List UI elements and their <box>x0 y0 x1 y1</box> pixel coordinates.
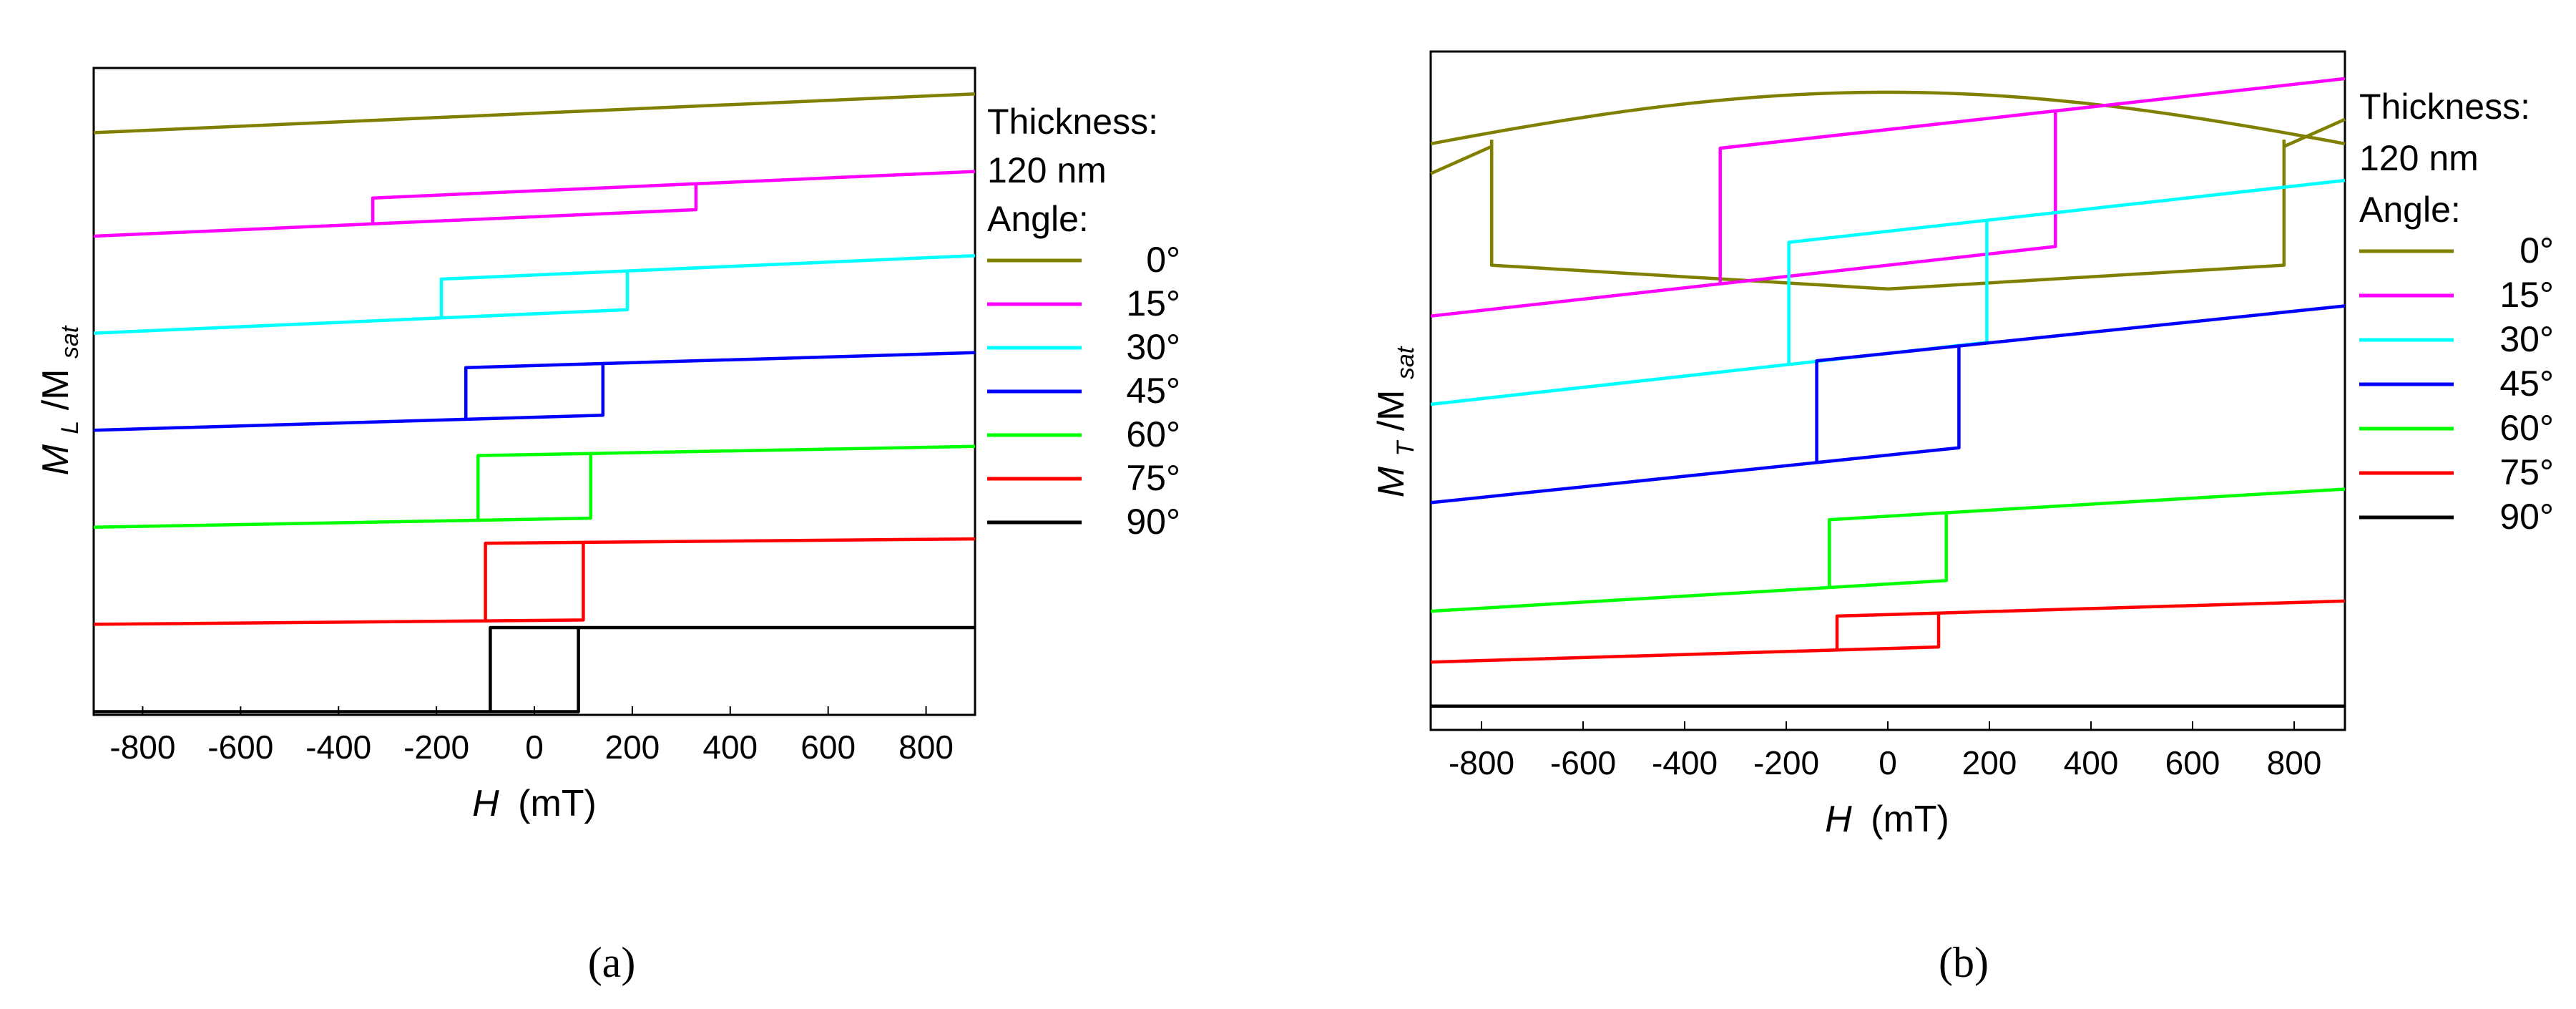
y-axis-label-a: M L /M sat <box>35 325 87 475</box>
x-ticks-b: -800 -600 -400 -200 0 200 400 600 800 <box>1449 721 2321 781</box>
series-line-30deg <box>1430 178 2346 406</box>
x-tick-label: -800 <box>1449 744 1514 781</box>
series-line-45deg <box>1430 304 2346 504</box>
legend-a-title-line3: Angle: <box>987 199 1089 239</box>
series-line-30deg <box>93 253 976 335</box>
series-group-b <box>1430 77 2346 708</box>
legend-a: Thickness: 120 nm Angle: 0°15°30°45°60°7… <box>987 102 1180 542</box>
series-line-60deg <box>1430 487 2346 613</box>
series-line-45deg <box>93 351 976 432</box>
legend-label: 30° <box>2499 319 2554 359</box>
legend-a-title-line2: 120 nm <box>987 150 1107 190</box>
legend-label: 60° <box>2499 408 2554 448</box>
legend-a-title-line1: Thickness: <box>987 102 1158 142</box>
x-tick-label: 200 <box>1962 744 2017 781</box>
x-tick-label: 200 <box>605 728 660 766</box>
x-tick-label: -400 <box>305 728 371 766</box>
series-line-15deg <box>1430 77 2346 318</box>
legend-label: 75° <box>2499 452 2554 492</box>
plot-frame-b <box>1429 50 2346 731</box>
x-tick-label: 400 <box>2064 744 2119 781</box>
legend-label: 0° <box>2519 230 2554 270</box>
x-tick-label: 600 <box>800 728 856 766</box>
legend-b: Thickness: 120 nm Angle: 0° 15°30° 45°60°7… <box>2359 87 2554 537</box>
x-tick-label: 0 <box>525 728 544 766</box>
x-tick-label: 800 <box>2267 744 2322 781</box>
x-tick-label: 600 <box>2165 744 2220 781</box>
x-tick-label: -800 <box>109 728 175 766</box>
chart-panel-b: -800 -600 -400 -200 0 200 400 600 800 H (mT) M T… <box>1371 50 2554 986</box>
x-axis-label-a: H (mT) <box>472 783 597 824</box>
x-tick-label: -600 <box>1550 744 1616 781</box>
legend-b-title-line1: Thickness: <box>2359 87 2530 127</box>
legend-label: 0° <box>1146 240 1180 280</box>
chart-panel-a: -800 -600 -400 -200 0 200 400 600 800 H (mT) M L… <box>35 67 1180 986</box>
legend-label: 45° <box>2499 364 2554 404</box>
series-line-75deg <box>93 537 976 626</box>
x-tick-label: -200 <box>403 728 469 766</box>
series-line-75deg <box>1430 599 2346 664</box>
legend-label: 75° <box>1126 458 1180 498</box>
caption-a: (a) <box>588 939 636 986</box>
series-line-60deg <box>93 444 976 530</box>
x-tick-label: 800 <box>898 728 954 766</box>
x-axis-label-b: H (mT) <box>1825 799 1949 840</box>
legend-label: 90° <box>1126 502 1180 542</box>
x-tick-label: -200 <box>1753 744 1819 781</box>
legend-label: 60° <box>1126 414 1180 454</box>
y-axis-label-b: M T /M sat <box>1371 346 1422 497</box>
legend-label: 15° <box>2499 275 2554 315</box>
series-line-90deg <box>94 625 975 713</box>
x-ticks-a: -800 -600 -400 -200 0 200 400 600 800 <box>109 706 954 766</box>
plot-frame-a <box>92 67 976 716</box>
x-tick-label: -600 <box>207 728 273 766</box>
x-tick-label: 0 <box>1879 744 1897 781</box>
caption-b: (b) <box>1939 939 1989 986</box>
series-line-0deg <box>1430 90 2346 291</box>
legend-b-title-line3: Angle: <box>2359 190 2461 230</box>
series-group-a <box>93 92 976 713</box>
legend-label: 90° <box>2499 497 2554 537</box>
legend-label: 15° <box>1126 283 1180 323</box>
legend-label: 30° <box>1126 327 1180 367</box>
series-line-15deg <box>93 170 976 238</box>
x-tick-label: -400 <box>1652 744 1718 781</box>
series-line-0deg <box>93 92 976 135</box>
legend-b-title-line2: 120 nm <box>2359 138 2479 178</box>
x-tick-label: 400 <box>702 728 758 766</box>
legend-label: 45° <box>1126 371 1180 411</box>
